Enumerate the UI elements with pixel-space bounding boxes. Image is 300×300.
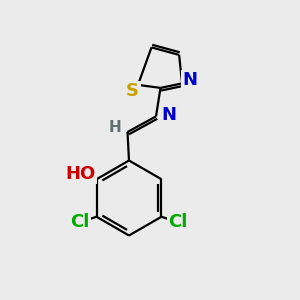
Text: S: S [126, 82, 139, 100]
Text: N: N [182, 71, 197, 89]
Text: N: N [161, 106, 176, 124]
Text: H: H [109, 120, 121, 135]
Text: HO: HO [66, 165, 96, 183]
Text: Cl: Cl [168, 213, 188, 231]
Text: Cl: Cl [70, 213, 90, 231]
